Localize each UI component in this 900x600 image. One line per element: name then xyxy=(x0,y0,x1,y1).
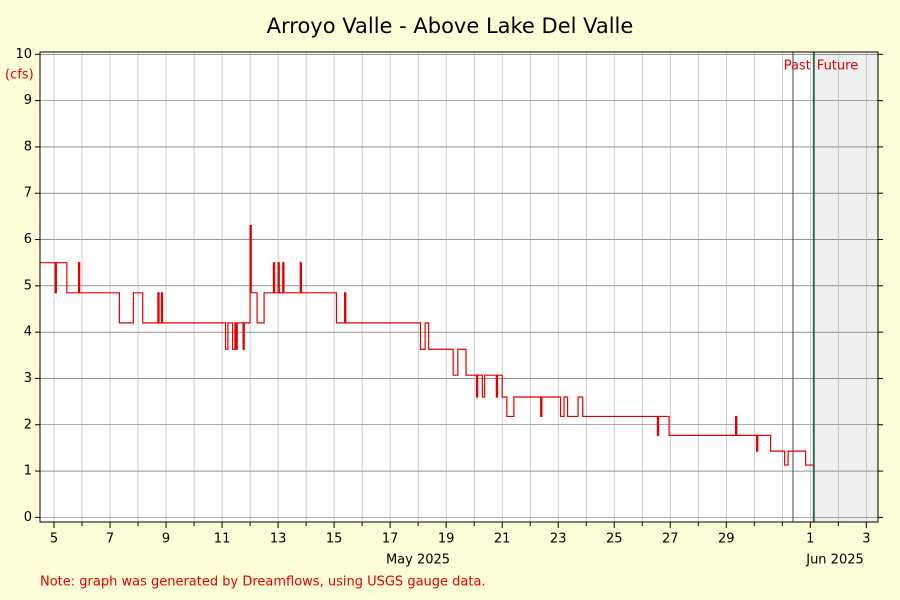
x-tick-label: 5 xyxy=(50,532,58,547)
y-tick-label: 1 xyxy=(24,464,32,479)
x-tick-label: 9 xyxy=(162,532,170,547)
y-tick-label: 3 xyxy=(24,371,32,386)
x-tick-label: 7 xyxy=(106,532,114,547)
plot-area xyxy=(40,52,878,522)
x-tick-label: 27 xyxy=(662,532,679,547)
month-label: May 2025 xyxy=(386,553,450,568)
month-label: Jun 2025 xyxy=(805,553,864,568)
x-tick-label: 17 xyxy=(382,532,399,547)
note: Note: graph was generated by Dreamflows,… xyxy=(40,575,486,590)
x-tick-label: 25 xyxy=(606,532,623,547)
y-tick-label: 8 xyxy=(24,139,32,154)
x-tick-label: 15 xyxy=(326,532,343,547)
x-tick-label: 1 xyxy=(806,532,814,547)
x-tick-label: 29 xyxy=(718,532,735,547)
x-tick-label: 11 xyxy=(214,532,231,547)
y-tick-label: 6 xyxy=(24,232,32,247)
x-tick-label: 23 xyxy=(550,532,567,547)
y-tick-label: 5 xyxy=(24,278,32,293)
x-tick-label: 13 xyxy=(270,532,287,547)
x-tick-label: 19 xyxy=(438,532,455,547)
flow-line xyxy=(40,225,814,466)
y-tick-label: 0 xyxy=(24,510,32,525)
x-tick-label: 21 xyxy=(494,532,511,547)
y-tick-label: 10 xyxy=(15,47,32,62)
x-tick-label: 3 xyxy=(862,532,870,547)
y-tick-label: 9 xyxy=(24,93,32,108)
y-tick-label: 7 xyxy=(24,186,32,201)
y-tick-label: 2 xyxy=(24,417,32,432)
plot-frame xyxy=(39,51,879,523)
y-axis-label: (cfs) xyxy=(5,68,34,83)
future-area xyxy=(813,52,878,522)
y-tick-label: 4 xyxy=(24,325,32,340)
past-label: Past xyxy=(784,59,811,74)
future-label: Future xyxy=(817,59,858,74)
chart-title: Arroyo Valle - Above Lake Del Valle xyxy=(267,14,634,38)
